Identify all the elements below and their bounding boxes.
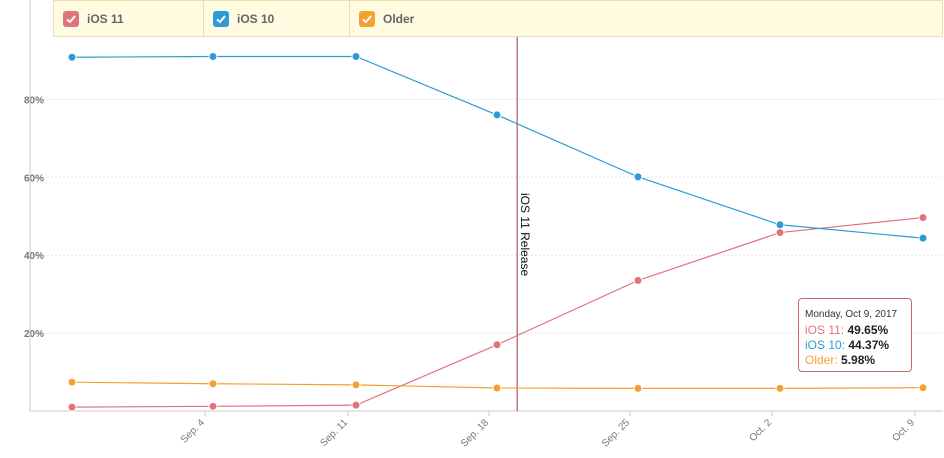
data-point-ios11 <box>351 400 361 410</box>
y-tick-label: 80% <box>24 95 44 106</box>
legend-item-older[interactable]: Older <box>350 1 942 37</box>
legend-item-ios10[interactable]: iOS 10 <box>204 1 350 37</box>
x-tick-label: Sep. 11 <box>318 417 350 449</box>
legend-label-ios10: iOS 10 <box>237 12 275 26</box>
legend-item-ios11[interactable]: iOS 11 <box>54 1 204 37</box>
data-point-ios10 <box>633 172 643 182</box>
check-icon <box>63 11 79 27</box>
check-icon <box>213 11 229 27</box>
y-tick-label: 60% <box>24 173 44 184</box>
tooltip-value: 5.98% <box>841 353 876 367</box>
y-tick-label: 40% <box>24 251 44 262</box>
x-tick-label: Sep. 25 <box>600 417 632 449</box>
tooltip-label: Older: <box>805 353 838 367</box>
legend-label-ios11: iOS 11 <box>87 12 124 26</box>
data-point-older <box>208 379 218 389</box>
release-annotation-label: iOS 11 Release <box>518 193 532 276</box>
data-point-ios10 <box>492 110 502 120</box>
x-tick-label: Oct. 2 <box>747 417 774 444</box>
x-tick-label: Sep. 18 <box>459 417 491 449</box>
data-point-older <box>492 383 502 393</box>
data-point-ios10 <box>67 52 77 62</box>
check-icon <box>359 11 375 27</box>
y-tick-label: 20% <box>24 329 44 340</box>
tooltip: Monday, Oct 9, 2017 iOS 11: 49.65% iOS 1… <box>798 298 912 372</box>
series-line-ios10 <box>71 55 924 239</box>
data-point-ios10 <box>775 220 785 230</box>
data-point-ios11 <box>208 401 218 411</box>
series-line-ios11 <box>71 216 924 408</box>
data-point-ios10 <box>208 51 218 61</box>
data-point-ios10 <box>918 233 928 243</box>
legend: iOS 11 iOS 10 Older <box>53 0 943 37</box>
data-point-ios11 <box>775 228 785 238</box>
tooltip-date: Monday, Oct 9, 2017 <box>805 309 898 320</box>
tooltip-value: 49.65% <box>847 323 889 337</box>
data-point-older <box>918 383 928 393</box>
data-point-older <box>351 380 361 390</box>
tooltip-row-ios11: iOS 11: 49.65% <box>805 323 905 338</box>
data-point-ios11 <box>492 340 502 350</box>
legend-label-older: Older <box>383 12 415 26</box>
x-tick-label: Sep. 4 <box>179 417 208 446</box>
data-point-ios11 <box>633 275 643 285</box>
data-point-ios10 <box>351 51 361 61</box>
x-tick-label: Oct. 9 <box>890 417 917 444</box>
tooltip-label: iOS 11: <box>805 323 845 337</box>
tooltip-row-ios10: iOS 10: 44.37% <box>805 338 905 353</box>
tooltip-value: 44.37% <box>848 338 890 352</box>
data-point-older <box>633 383 643 393</box>
tooltip-label: iOS 10: <box>805 338 846 352</box>
data-point-ios11 <box>67 402 77 412</box>
data-point-older <box>67 377 77 387</box>
tooltip-row-older: Older: 5.98% <box>805 353 905 368</box>
data-point-older <box>775 383 785 393</box>
data-point-ios11 <box>918 213 928 223</box>
